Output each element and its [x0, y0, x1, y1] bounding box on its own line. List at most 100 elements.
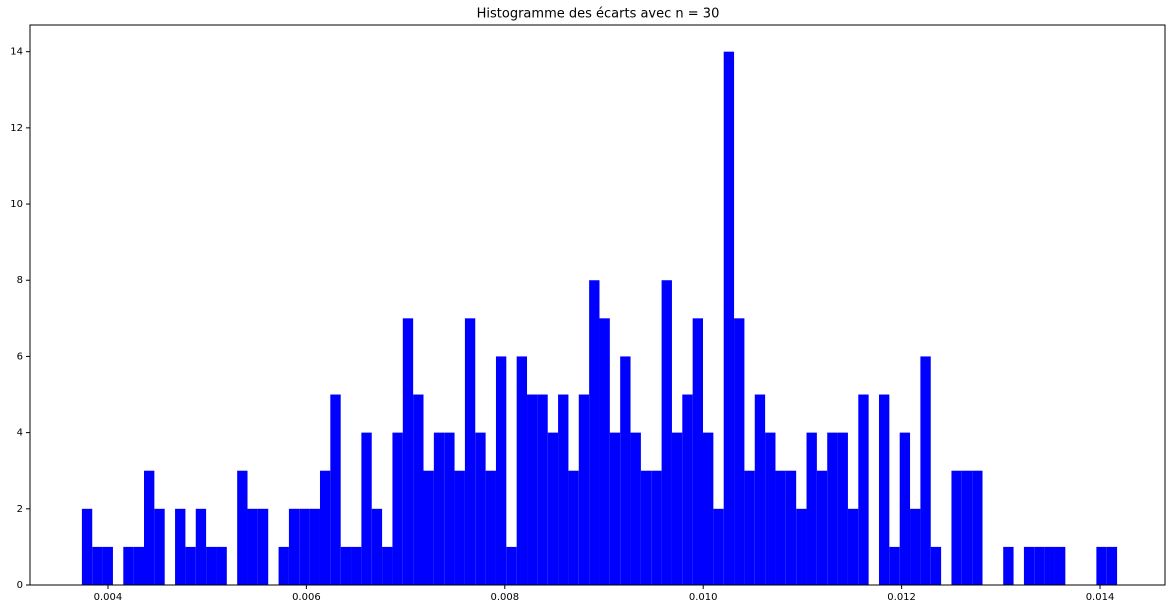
bar — [609, 432, 621, 585]
bar — [1034, 546, 1045, 585]
bar — [154, 508, 165, 585]
bar — [123, 546, 134, 585]
chart-title: Histogramme des écarts avec n = 30 — [477, 7, 720, 22]
bar — [630, 432, 641, 585]
bar — [858, 394, 869, 585]
bar — [558, 394, 569, 585]
bar — [185, 546, 196, 585]
bar — [81, 508, 93, 585]
bar — [351, 546, 362, 585]
bar — [195, 508, 207, 585]
y-tick-label: 14 — [10, 47, 23, 58]
bar — [951, 470, 962, 585]
bar — [278, 546, 289, 585]
bar — [599, 318, 610, 585]
bar — [930, 546, 942, 585]
bar — [920, 356, 931, 585]
bar — [744, 470, 755, 585]
bar — [847, 508, 859, 585]
bar — [1023, 546, 1035, 585]
y-tick-label: 6 — [17, 351, 23, 362]
bar — [237, 470, 248, 585]
bar — [661, 280, 672, 585]
bar — [495, 356, 507, 585]
bar — [692, 318, 704, 585]
bar — [506, 546, 517, 585]
bar — [899, 432, 911, 585]
bar — [392, 432, 403, 585]
bar — [133, 546, 144, 585]
bar — [175, 508, 186, 585]
bar — [651, 470, 662, 585]
bar — [765, 432, 776, 585]
bar — [806, 432, 817, 585]
bar — [972, 470, 983, 585]
bar — [1106, 546, 1118, 585]
bar — [413, 394, 424, 585]
x-tick-label: 0.004 — [94, 592, 123, 603]
bar — [444, 432, 455, 585]
bar — [785, 470, 797, 585]
bar — [319, 470, 331, 585]
bar — [402, 318, 414, 585]
y-tick-label: 4 — [17, 428, 23, 439]
bar — [485, 470, 496, 585]
bar — [206, 546, 217, 585]
bar — [516, 356, 528, 585]
bar — [309, 508, 320, 585]
x-tick-label: 0.008 — [490, 592, 519, 603]
bar — [143, 470, 155, 585]
bar — [433, 432, 445, 585]
bar — [299, 508, 310, 585]
bar — [371, 508, 383, 585]
bar — [257, 508, 269, 585]
bar — [92, 546, 103, 585]
bar — [837, 432, 848, 585]
bar — [537, 394, 548, 585]
bar — [589, 280, 600, 585]
bar — [527, 394, 538, 585]
bar — [1096, 546, 1107, 585]
bar — [816, 470, 828, 585]
y-tick-label: 10 — [10, 199, 23, 210]
bar — [620, 356, 631, 585]
y-tick-label: 2 — [17, 504, 23, 515]
bar — [475, 432, 486, 585]
x-tick-label: 0.012 — [887, 592, 916, 603]
bar — [682, 394, 693, 585]
bar — [1054, 546, 1066, 585]
bar — [464, 318, 476, 585]
y-tick-label: 12 — [10, 123, 23, 134]
bar — [578, 394, 590, 585]
bar — [671, 432, 683, 585]
y-tick-label: 8 — [17, 275, 23, 286]
bar — [216, 546, 227, 585]
bar — [889, 546, 900, 585]
bar — [340, 546, 352, 585]
bar — [568, 470, 579, 585]
bar — [454, 470, 465, 585]
bar — [713, 508, 724, 585]
bar — [1044, 546, 1055, 585]
bar — [423, 470, 434, 585]
bar — [827, 432, 838, 585]
bar — [878, 394, 890, 585]
bar — [723, 51, 735, 585]
bar — [288, 508, 300, 585]
bar — [775, 470, 786, 585]
bar — [547, 432, 559, 585]
bar — [102, 546, 113, 585]
x-tick-label: 0.010 — [689, 592, 718, 603]
bar — [754, 394, 766, 585]
bar — [734, 318, 745, 585]
x-tick-label: 0.006 — [292, 592, 321, 603]
bar — [1003, 546, 1014, 585]
x-tick-label: 0.014 — [1086, 592, 1115, 603]
y-tick-label: 0 — [17, 580, 23, 591]
bar — [640, 470, 652, 585]
plot-frame — [29, 24, 1166, 586]
bar — [330, 394, 341, 585]
bar — [247, 508, 258, 585]
